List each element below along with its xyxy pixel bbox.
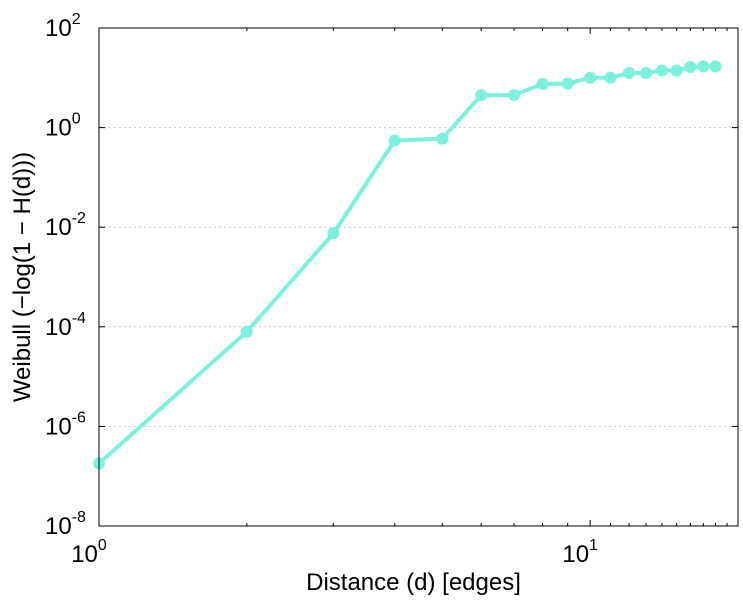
- data-point: [475, 89, 488, 102]
- x-tick-label: 100: [71, 537, 107, 568]
- data-point: [584, 71, 597, 84]
- data-point: [561, 77, 574, 90]
- y-tick-label: 10-2: [45, 210, 86, 241]
- x-tick-label: 101: [562, 537, 598, 568]
- data-point: [697, 60, 710, 73]
- data-point: [670, 64, 683, 77]
- axis-ticks: 10-8 10-6 10-4 10-2 100 102 100 101: [45, 11, 739, 568]
- y-axis-label: Weibull (−log(1 − H(d))): [9, 152, 36, 402]
- y-tick-label: 10-4: [45, 310, 86, 341]
- data-point: [604, 71, 617, 84]
- data-point: [640, 66, 653, 79]
- y-tick-label: 102: [45, 11, 81, 42]
- data-point: [709, 60, 722, 73]
- y-tick-label: 10-6: [45, 409, 86, 440]
- y-tick-label: 100: [45, 111, 81, 142]
- y-tick-label: 10-8: [45, 509, 86, 540]
- series-line: [97, 64, 716, 465]
- data-point: [436, 132, 449, 145]
- data-point: [623, 66, 636, 79]
- data-point: [655, 64, 668, 77]
- data-point: [508, 89, 521, 102]
- data-points: [93, 60, 722, 470]
- data-point: [536, 78, 549, 91]
- plot-frame: [98, 27, 739, 527]
- data-point: [327, 227, 340, 240]
- series-line-layer: [97, 64, 716, 465]
- data-point: [240, 325, 253, 338]
- x-axis-label: Distance (d) [edges]: [306, 569, 521, 596]
- data-point: [684, 60, 697, 73]
- data-point: [388, 134, 401, 147]
- grid-lines: [99, 127, 738, 427]
